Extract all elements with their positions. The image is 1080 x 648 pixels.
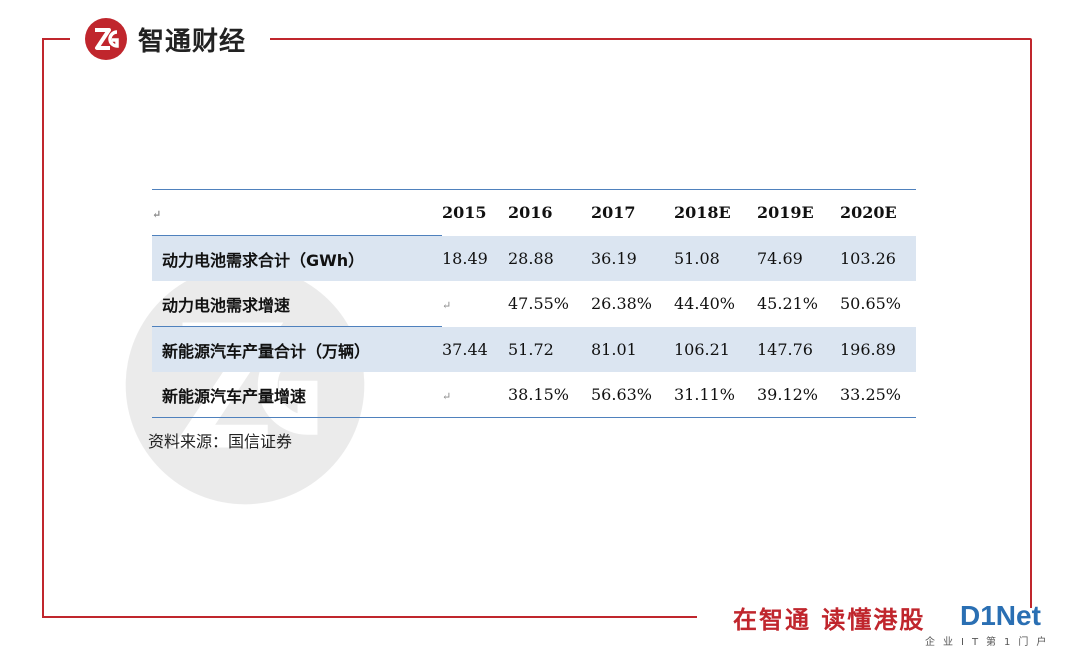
row-label: 动力电池需求合计（GWh） [152,235,442,281]
frame-top-right-line [270,38,1030,40]
header-cell: 2017 [591,203,636,223]
table-cell: 74.69 [757,235,840,281]
header-cell: 2016 [508,203,553,223]
header-cell: 2019E [757,203,814,223]
row-label: 新能源汽车产量合计（万辆） [152,326,442,372]
header-cell: 2020E [840,203,897,223]
frame-left-line [42,38,44,616]
zhitong-logo-icon [85,18,127,60]
brand-name: 智通财经 [138,26,247,57]
table-cell: 18.49 [442,235,508,281]
table-cell: 31.11% [674,385,736,404]
table-row: 动力电池需求增速 ↵ 47.55% 26.38% 44.40% 45.21% 5… [152,281,916,327]
source-note: 资料来源：国信证券 [148,432,293,451]
row-label: 新能源汽车产量增速 [162,386,307,406]
table-cell: 37.44 [442,326,508,372]
brand-logo: 智通财经 [84,17,246,61]
table-header-row: ↵ 2015 2016 2017 2018E 2019E 2020E [152,189,916,236]
table-cell: 38.15% [508,385,570,404]
row-label: 动力电池需求增速 [162,295,291,315]
table-cell: 50.65% [840,294,902,314]
table-cell: 196.89 [840,326,916,372]
table-cell: 51.72 [508,326,591,372]
table-cell: ↵ [442,299,452,313]
frame-top-left-line [42,38,70,40]
header-cell: ↵ [152,208,162,221]
frame-right-line [1030,38,1032,608]
partner-logo: D1Net [960,600,1041,631]
frame-bottom-line [42,616,697,618]
table-row: 动力电池需求合计（GWh） 18.49 28.88 36.19 51.08 74… [152,235,916,281]
table-cell: 106.21 [674,326,757,372]
table-cell: 39.12% [757,385,819,404]
table-cell: 26.38% [591,294,653,314]
header-cell: 2015 [442,203,487,223]
table-cell: 147.76 [757,326,840,372]
table-cell: 56.63% [591,385,653,404]
table-cell: ↵ [442,390,452,403]
table-cell: 33.25% [840,385,902,404]
table-cell: 81.01 [591,326,674,372]
table-cell: 51.08 [674,235,757,281]
partner-tagline: 企业IT第1门户 [925,637,1055,648]
table-row: 新能源汽车产量增速 ↵ 38.15% 56.63% 31.11% 39.12% … [152,372,916,418]
table-cell: 47.55% [508,294,570,314]
brand-slogan: 在智通 读懂港股 [733,606,926,634]
data-table: ↵ 2015 2016 2017 2018E 2019E 2020E 动力电池需… [152,189,916,418]
table-cell: 44.40% [674,294,736,314]
table-cell: 103.26 [840,235,916,281]
table-cell: 28.88 [508,235,591,281]
table-cell: 45.21% [757,294,819,314]
header-cell: 2018E [674,203,731,223]
table-cell: 36.19 [591,235,674,281]
table-row: 新能源汽车产量合计（万辆） 37.44 51.72 81.01 106.21 1… [152,326,916,372]
